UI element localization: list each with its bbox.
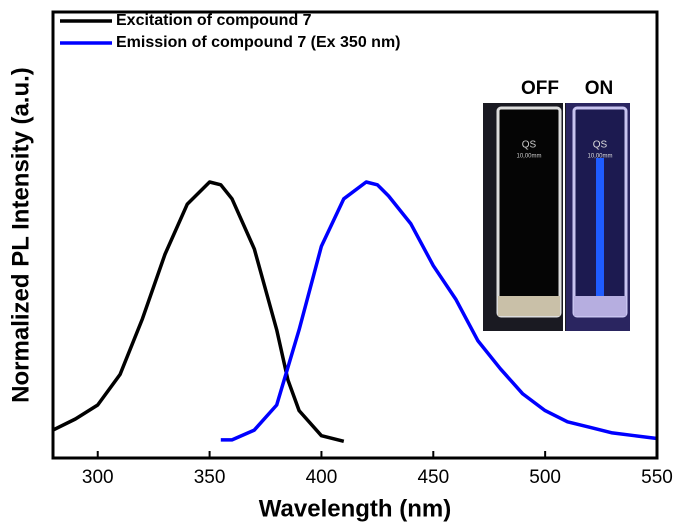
cuvette-text: 10,00mm xyxy=(516,154,541,160)
x-tick-label: 400 xyxy=(306,467,338,488)
inset-photo: QS 10,00mm QS 10,00mm OFF ON xyxy=(52,78,658,443)
series-line xyxy=(52,180,345,443)
legend-label: Emission of compound 7 (Ex 350 nm) xyxy=(116,34,401,51)
x-tick-label: 300 xyxy=(82,467,114,488)
cuvette-on-glow xyxy=(596,158,604,298)
inset-label: OFF xyxy=(521,78,559,99)
x-tick-label: 450 xyxy=(417,467,449,488)
plot-frame xyxy=(51,10,659,460)
cuvette-off-base xyxy=(498,296,560,316)
cuvette-on-base xyxy=(574,296,626,316)
cuvette-text: QS xyxy=(522,140,537,151)
series-line xyxy=(220,180,658,442)
inset-label: ON xyxy=(585,78,614,99)
x-tick-label: 350 xyxy=(194,467,226,488)
legend-label: Excitation of compound 7 xyxy=(116,12,312,29)
cuvette-text: 10,00mm xyxy=(587,154,612,160)
x-tick-label: 500 xyxy=(529,467,561,488)
y-axis-title: Normalized PL Intensity (a.u.) xyxy=(7,67,34,403)
cuvette-text: QS xyxy=(593,140,608,151)
x-tick-label: 550 xyxy=(641,467,673,488)
x-axis-title: Wavelength (nm) xyxy=(259,495,451,522)
